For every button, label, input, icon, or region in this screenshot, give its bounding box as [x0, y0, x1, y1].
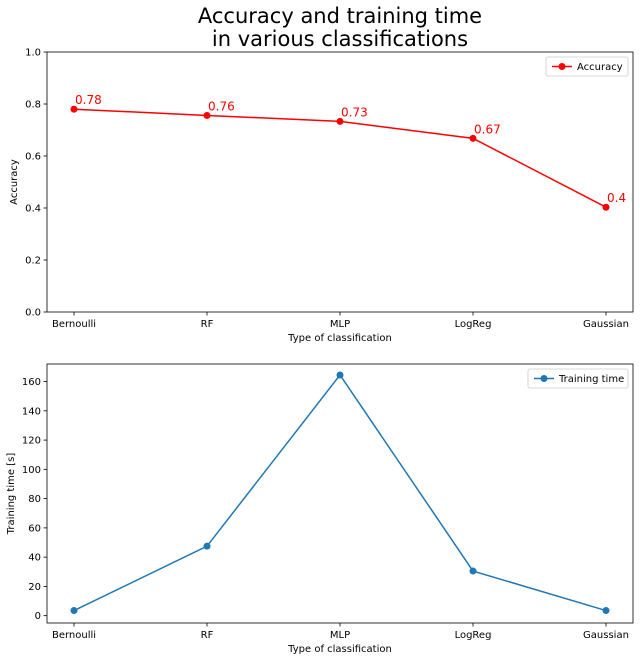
accuracy-chart: 0.0 0.2 0.4 0.6 0.8 1.0 Bernoulli RF MLP LogReg Ga… — [9, 48, 634, 344]
data-point — [336, 117, 344, 125]
x-tick-label: LogReg — [455, 319, 492, 330]
x-tick-label: MLP — [330, 630, 350, 641]
y-tick-label: 0 — [35, 611, 41, 622]
legend-marker — [540, 375, 548, 382]
data-label: 0.67 — [474, 122, 501, 136]
x-tick-label: Bernoulli — [52, 630, 96, 641]
y-tick-label: 0.0 — [25, 308, 41, 319]
y-tick-label: 40 — [28, 553, 41, 564]
data-point — [602, 203, 610, 211]
x-tick-label: Bernoulli — [52, 319, 96, 330]
x-tick-label: LogReg — [455, 630, 492, 641]
y-axis-label: Accuracy — [9, 159, 20, 205]
data-point — [469, 567, 477, 575]
x-tick-label: RF — [201, 319, 214, 330]
y-tick-label: 0.6 — [25, 152, 41, 163]
training-time-chart: 0 20 40 60 80 100 120 140 160 Bernoulli RF MLP LogRe… — [6, 363, 634, 655]
series-line — [73, 373, 607, 612]
x-tick-label: Gaussian — [583, 630, 629, 641]
legend: Training time — [527, 368, 629, 389]
y-tick-label: 80 — [28, 494, 41, 505]
data-label: 0.78 — [75, 93, 102, 107]
x-axis-label: Type of classification — [287, 333, 392, 344]
y-tick-label: 1.0 — [25, 48, 41, 59]
chart-title-line: in various classifications — [212, 27, 468, 51]
data-point — [70, 607, 78, 615]
y-tick-label: 120 — [22, 436, 41, 447]
data-label: 0.73 — [341, 105, 368, 119]
y-tick-label: 0.4 — [25, 204, 41, 215]
y-axis-label: Training time [s] — [6, 453, 17, 536]
data-point — [70, 105, 78, 113]
y-tick-label: 20 — [28, 582, 41, 593]
legend-label: Training time — [558, 374, 624, 385]
x-axis-label: Type of classification — [287, 644, 392, 655]
legend-box — [545, 56, 629, 77]
data-point — [469, 134, 477, 142]
data-point — [203, 111, 211, 119]
legend-label: Accuracy — [577, 62, 623, 73]
legend-box — [527, 368, 629, 389]
plot-frame — [46, 51, 634, 313]
y-tick-label: 60 — [28, 523, 41, 534]
y-tick-label: 0.2 — [25, 256, 41, 267]
x-tick-label: RF — [201, 630, 214, 641]
data-point — [336, 371, 344, 379]
y-tick-label: 160 — [22, 377, 41, 388]
chart-title-line: Accuracy and training time — [198, 4, 482, 28]
y-tick-label: 100 — [22, 465, 41, 476]
legend-marker — [558, 63, 566, 70]
data-point — [602, 607, 610, 615]
plot-frame — [46, 363, 634, 624]
legend: Accuracy — [545, 56, 629, 77]
data-point — [203, 542, 211, 550]
data-label: 0.4 — [607, 191, 626, 205]
x-tick-label: MLP — [330, 319, 350, 330]
x-tick-label: Gaussian — [583, 319, 629, 330]
y-tick-label: 0.8 — [25, 100, 41, 111]
data-label: 0.76 — [208, 99, 235, 113]
y-tick-label: 140 — [22, 406, 41, 417]
